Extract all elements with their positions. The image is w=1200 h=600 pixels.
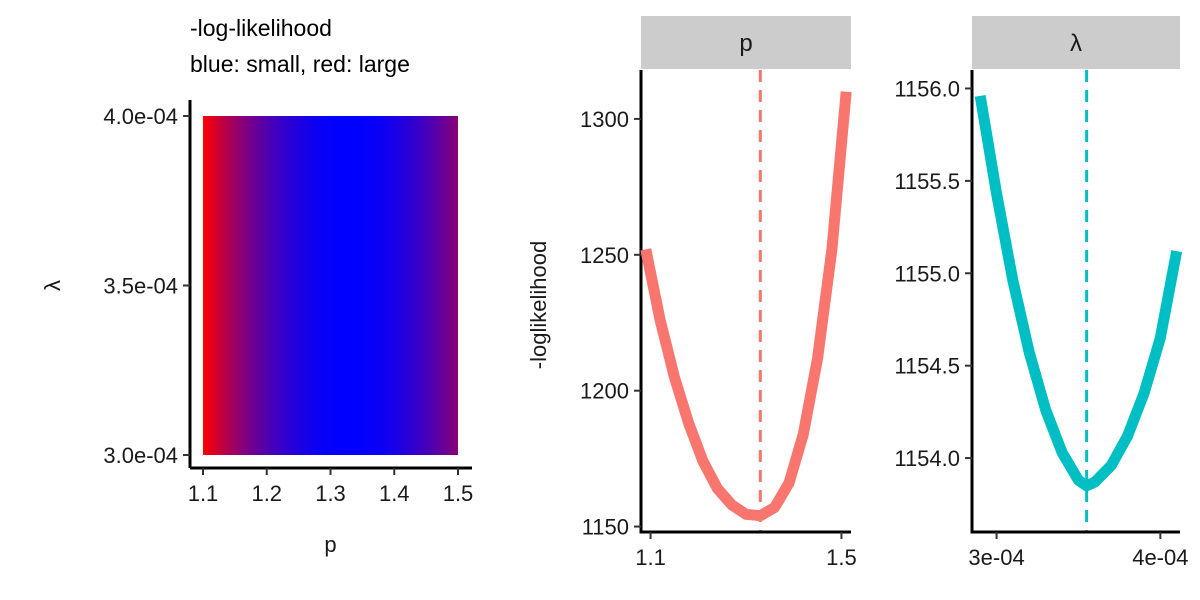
facet-lambda-x-tick-label: 4e-04	[1132, 545, 1188, 570]
facet-p-y-tick-label: 1150	[582, 515, 629, 540]
facet-p-y-tick-label: 1300	[580, 107, 629, 132]
heatmap-x-tick-label: 1.3	[315, 481, 346, 506]
heatmap-title-line-1: -log-likelihood	[190, 15, 332, 41]
facet-strip-label-p: p	[739, 30, 752, 57]
heatmap-x-axis-label: p	[324, 532, 336, 557]
heatmap-axes: 1.1 1.2 1.3 1.4 1.5 3.0e-04 3.5e-04 4.0e-04	[103, 100, 473, 506]
facet-lambda-curve	[974, 94, 1183, 492]
heatmap-x-tick-label: 1.2	[251, 481, 282, 506]
facet-lambda-x-tick-label: 3e-04	[968, 545, 1024, 570]
heatmap-x-tick-label: 1.1	[188, 481, 219, 506]
facet-lambda-y-tick-label: 1154.5	[894, 354, 960, 379]
heatmap-y-tick-label: 3.0e-04	[103, 443, 178, 468]
heatmap-y-axis-label: λ	[40, 280, 65, 291]
facet-p-axes: 1.1 1.5 1150 1200 1250 1300	[580, 70, 857, 570]
heatmap-surface	[203, 116, 458, 455]
heatmap-x-tick-label: 1.5	[443, 481, 474, 506]
facet-panel-lambda: λ 3e-04 4e-04 1154.0 1154.5 1155.0 1155.5 1156…	[894, 16, 1188, 570]
heatmap-y-tick-label: 3.5e-04	[103, 274, 178, 299]
facet-panel-p: p 1.1 1.5 1150 1200 1250 1300 -loglikelihood	[526, 16, 857, 570]
heatmap-y-tick-label: 4.0e-04	[103, 104, 178, 129]
facet-lambda-y-tick-label: 1155.5	[894, 169, 960, 194]
facet-strip-lambda	[972, 16, 1180, 69]
shared-y-axis-label: -loglikelihood	[526, 241, 551, 369]
heatmap-x-tick-label: 1.4	[379, 481, 410, 506]
facet-lambda-y-tick-label: 1156.0	[894, 76, 960, 101]
heatmap-title-line-2: blue: small, red: large	[190, 51, 410, 77]
facet-lambda-axes: 3e-04 4e-04 1154.0 1154.5 1155.0 1155.5 1156.0	[894, 70, 1188, 570]
facet-p-x-tick-label: 1.5	[826, 545, 857, 570]
facet-strip-label-lambda: λ	[1070, 30, 1082, 57]
facet-p-y-tick-label: 1200	[580, 379, 629, 404]
heatmap-panel: -log-likelihood blue: small, red: large …	[40, 15, 473, 557]
facet-lambda-y-tick-label: 1155.0	[894, 261, 960, 286]
facet-lambda-y-tick-label: 1154.0	[894, 446, 960, 471]
facet-p-y-tick-label: 1250	[580, 243, 629, 268]
facet-strip-p	[641, 16, 851, 69]
facet-p-curve	[640, 91, 852, 522]
facet-p-x-tick-label: 1.1	[635, 545, 666, 570]
